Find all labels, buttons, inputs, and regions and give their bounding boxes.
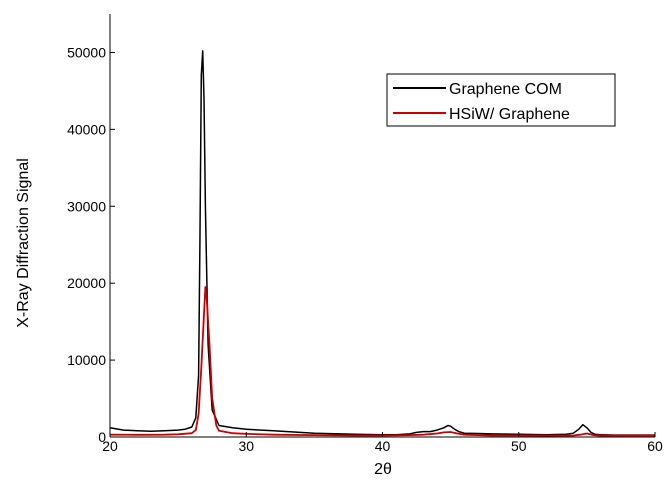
y-tick-label: 20000 — [67, 275, 106, 291]
legend-label-graphene-com: Graphene COM — [449, 81, 562, 98]
series-line-hsiw-graphene — [109, 286, 655, 437]
legend: Graphene COM HSiW/ Graphene — [386, 73, 616, 127]
plot-area — [109, 14, 655, 438]
y-ticks: 0 10000 20000 30000 40000 50000 — [67, 44, 115, 445]
series-layer — [109, 50, 655, 437]
legend-label-hsiw-graphene: HSiW/ Graphene — [449, 106, 570, 123]
legend-box — [386, 73, 616, 127]
x-tick-label: 50 — [511, 438, 527, 454]
x-ticks: 20 30 40 50 60 — [102, 432, 663, 454]
y-tick-label: 50000 — [67, 44, 106, 60]
x-tick-label: 20 — [102, 438, 118, 454]
x-tick-label: 30 — [238, 438, 254, 454]
y-tick-label: 30000 — [67, 198, 106, 214]
x-tick-label: 60 — [647, 438, 663, 454]
y-tick-label: 40000 — [67, 121, 106, 137]
x-tick-label: 40 — [375, 438, 391, 454]
x-axis-title: 2θ — [374, 461, 392, 478]
series-line-graphene-com — [109, 50, 655, 436]
y-axis-title: X-Ray Diffraction Signal — [15, 158, 32, 328]
y-tick-label: 10000 — [67, 352, 106, 368]
y-tick-label: 0 — [98, 429, 106, 445]
